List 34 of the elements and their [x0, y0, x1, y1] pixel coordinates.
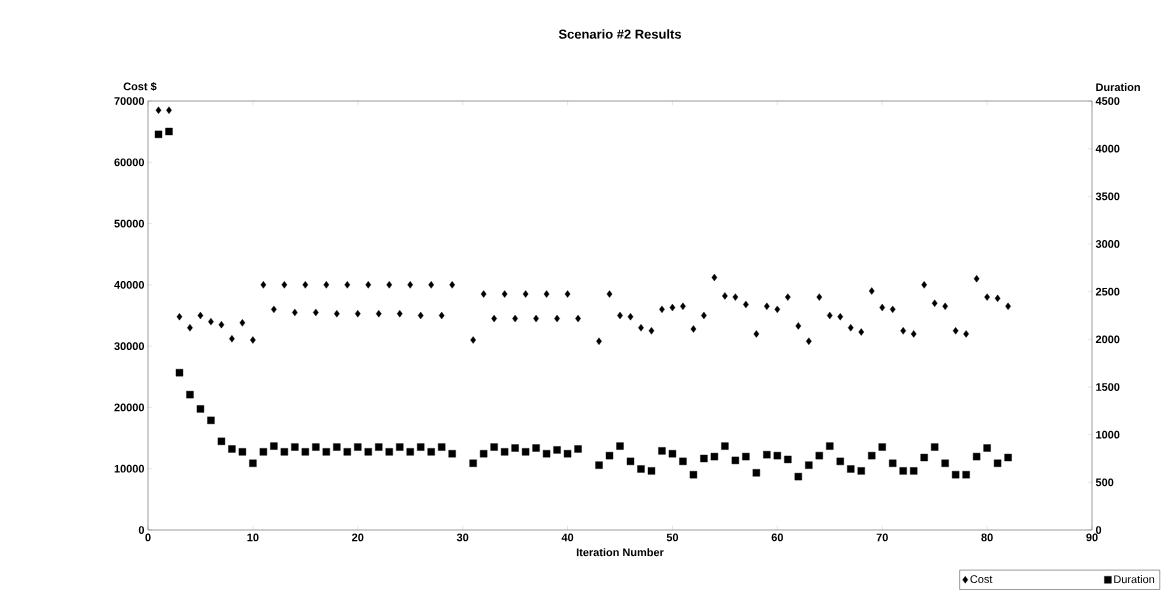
chart-title: Scenario #2 Results	[558, 29, 682, 39]
y-tick-label: 70000	[114, 97, 145, 105]
x-tick-label: 30	[456, 533, 469, 542]
y-tick-label: 0	[138, 526, 145, 534]
x-tick-label: 0	[145, 533, 151, 542]
x-axis-title: Iteration Number	[576, 548, 664, 557]
legend-label: Duration	[1114, 575, 1155, 584]
y2-tick-label: 4000	[1095, 144, 1120, 153]
x-tick-label: 70	[876, 533, 888, 542]
y-tick-label: 50000	[114, 219, 145, 228]
x-tick-label: 50	[666, 533, 679, 542]
y-tick-label: 10000	[114, 464, 145, 473]
y2-tick-label: 3500	[1095, 192, 1120, 201]
x-tick-label: 10	[247, 533, 259, 542]
legend-label: Cost	[970, 575, 993, 583]
x-tick-label: 90	[1086, 533, 1098, 542]
y2-tick-label: 500	[1095, 478, 1114, 487]
x-tick-label: 20	[352, 533, 364, 542]
x-tick-label: 60	[771, 533, 783, 542]
y2-tick-label: 1500	[1096, 383, 1120, 391]
y-tick-label: 60000	[114, 158, 145, 167]
y2-tick-label: 2000	[1095, 335, 1120, 344]
x-tick-label: 80	[981, 533, 993, 542]
y-axis-title: Cost $	[123, 82, 157, 92]
y2-tick-label: 2500	[1095, 287, 1120, 296]
x-tick-label: 40	[561, 533, 574, 542]
y-tick-label: 30000	[114, 342, 145, 351]
y2-tick-label: 3000	[1095, 240, 1120, 248]
y2-tick-label: 0	[1095, 526, 1102, 534]
y2-axis-title: Duration	[1096, 83, 1140, 92]
y2-tick-label: 1000	[1096, 430, 1120, 439]
y-tick-label: 20000	[114, 403, 145, 412]
y-tick-label: 40000	[114, 280, 145, 289]
y2-tick-label: 4500	[1095, 97, 1120, 105]
